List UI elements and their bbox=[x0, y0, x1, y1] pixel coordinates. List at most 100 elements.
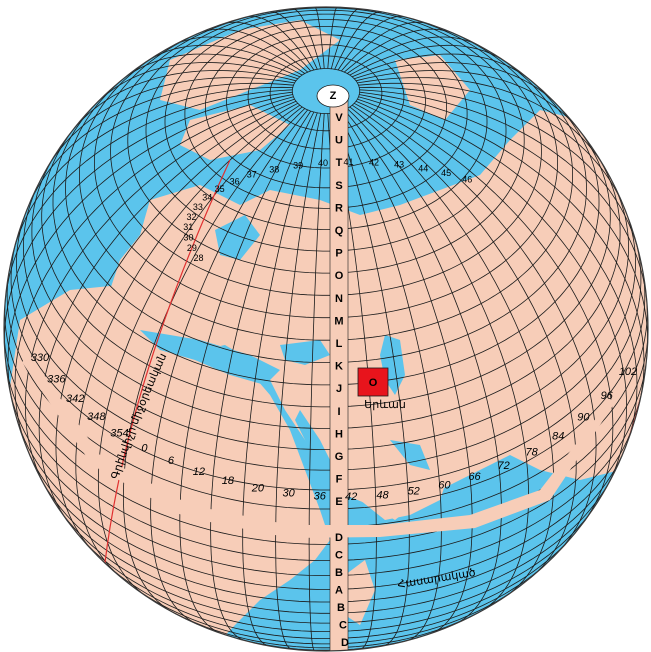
zone-number: 45 bbox=[441, 168, 451, 178]
red-sea bbox=[295, 410, 340, 485]
parallel-line bbox=[102, 560, 550, 639]
equator-number: 336 bbox=[47, 373, 66, 385]
equator-number: 20 bbox=[251, 482, 265, 494]
parallel-line bbox=[59, 509, 593, 624]
zone-number: 31 bbox=[183, 222, 193, 232]
meridian-line bbox=[122, 108, 306, 612]
zone-number: 32 bbox=[186, 212, 196, 222]
meridian-line bbox=[4, 91, 293, 349]
band-letter: I bbox=[337, 406, 340, 418]
land-madagascar bbox=[345, 560, 375, 625]
zone-number: 30 bbox=[183, 233, 193, 243]
parallel-line bbox=[129, 583, 523, 645]
parallel-line bbox=[76, 533, 576, 632]
band-letter: C bbox=[335, 550, 343, 562]
equator-number: 0 bbox=[141, 442, 148, 454]
meridian-line bbox=[334, 11, 382, 70]
yerevan-label: Երևան bbox=[364, 399, 406, 411]
meridian-line bbox=[55, 102, 298, 551]
parallel-line bbox=[5, 364, 647, 561]
band-letter: O bbox=[335, 270, 344, 282]
parallel-line bbox=[10, 238, 642, 491]
meridian-line bbox=[359, 94, 645, 396]
equator-number: 96 bbox=[601, 390, 614, 402]
parallel-line bbox=[26, 448, 626, 603]
equator-number: 52 bbox=[408, 486, 420, 498]
band-letter: N bbox=[335, 293, 343, 305]
band-letter: V bbox=[335, 112, 343, 124]
zone-number: 29 bbox=[187, 243, 197, 253]
parallel-line bbox=[226, 34, 426, 169]
globe-outline bbox=[3, 6, 649, 652]
meridian-line bbox=[349, 106, 555, 597]
zone-number: 41 bbox=[343, 157, 353, 167]
equator-number: 342 bbox=[66, 393, 84, 405]
meridian-line bbox=[351, 104, 577, 576]
meridian-line bbox=[38, 100, 297, 523]
equator-number: 60 bbox=[438, 480, 451, 492]
zone-number: 38 bbox=[269, 164, 279, 174]
meridian-line bbox=[248, 15, 315, 71]
meridian-line bbox=[292, 8, 322, 69]
band-letter: S bbox=[335, 180, 342, 192]
parallel-line bbox=[269, 55, 383, 132]
equator-number: 36 bbox=[314, 490, 327, 502]
zone-number: 44 bbox=[418, 163, 428, 173]
meridian-line bbox=[314, 7, 325, 69]
zone-number: 28 bbox=[193, 253, 203, 263]
zone-number: 34 bbox=[202, 193, 212, 203]
zone-number: 46 bbox=[462, 175, 472, 185]
meridian-line bbox=[358, 82, 623, 203]
meridian-line bbox=[14, 96, 294, 449]
land-arabia bbox=[340, 420, 450, 520]
parallel-line bbox=[65, 78, 587, 363]
meridian-line bbox=[96, 62, 298, 103]
band-letter: U bbox=[335, 135, 343, 147]
band-letter: A bbox=[335, 585, 343, 597]
meridian-line bbox=[346, 36, 477, 74]
parallel-line bbox=[170, 610, 482, 649]
equator-number: 72 bbox=[497, 460, 509, 472]
band-letter: K bbox=[335, 361, 343, 373]
zone-number: 39 bbox=[293, 161, 303, 171]
parallel-line bbox=[205, 26, 447, 189]
band-letter: M bbox=[334, 315, 343, 327]
equator-number: 348 bbox=[87, 411, 106, 423]
band-letter: T bbox=[336, 157, 343, 169]
equator-number: 78 bbox=[525, 447, 538, 459]
parallel-line bbox=[184, 19, 468, 209]
band-letter: D bbox=[341, 637, 349, 649]
land-arctic-island-2 bbox=[180, 105, 290, 160]
parallel-line bbox=[291, 68, 361, 114]
highlight-cell-letter: O bbox=[369, 377, 378, 389]
zone-number: 33 bbox=[193, 202, 203, 212]
pole-label: Z bbox=[330, 90, 337, 102]
band-letter: F bbox=[336, 474, 343, 486]
land-eurasia bbox=[110, 110, 648, 520]
meridian-line bbox=[210, 111, 315, 642]
band-letter: E bbox=[335, 496, 342, 508]
meridian-line bbox=[150, 109, 309, 624]
graticule-grid bbox=[4, 7, 648, 651]
equator-number: 66 bbox=[468, 471, 481, 483]
zone-number: 36 bbox=[230, 176, 240, 186]
band-letter: L bbox=[336, 338, 343, 350]
north-pole-marker: Z bbox=[316, 84, 350, 108]
band-letter: B bbox=[335, 567, 343, 579]
meridian-line bbox=[175, 36, 306, 74]
meridian-line bbox=[75, 104, 301, 576]
equator-number: 48 bbox=[376, 490, 389, 502]
meridian-line bbox=[354, 62, 556, 103]
zone-number: 35 bbox=[215, 184, 225, 194]
meridian-line bbox=[97, 106, 303, 597]
band-letter: P bbox=[335, 248, 342, 260]
mediterranean-sea bbox=[140, 330, 280, 385]
band-letter: D bbox=[335, 532, 343, 544]
parallel-line bbox=[127, 7, 525, 274]
meridian-line bbox=[270, 11, 318, 70]
meridian-line bbox=[355, 100, 614, 523]
land-arctic-islands bbox=[160, 20, 340, 110]
